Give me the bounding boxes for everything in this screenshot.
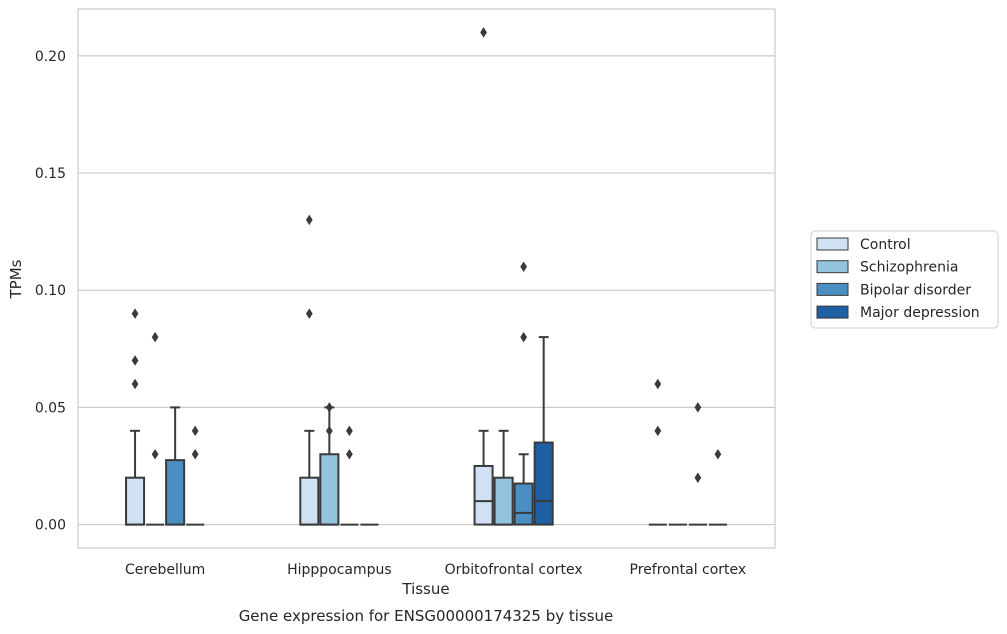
y-axis-ticks: 0.00 0.05 0.10 0.15 0.20 (35, 49, 66, 534)
box-major-depression (708, 449, 727, 526)
outlier-point (191, 425, 199, 437)
y-tick-label: 0.05 (35, 400, 66, 416)
outlier-point (131, 308, 139, 319)
outlier-point (714, 449, 722, 460)
box-schizophrenia (146, 331, 165, 526)
box-body (165, 459, 186, 526)
outlier-point (480, 27, 487, 38)
legend-swatch (816, 282, 849, 296)
legend-swatch (816, 237, 849, 251)
legend-label: Major depression (860, 305, 980, 321)
outlier-point (654, 378, 662, 390)
outlier-point (151, 331, 159, 343)
y-tick-label: 0.20 (35, 49, 66, 65)
x-axis-ticks: Cerebellum Hipppocampus Orbitofrontal cort… (125, 562, 746, 578)
outlier-point (520, 261, 528, 273)
x-axis-label: Tissue (401, 580, 449, 598)
outlier-point (151, 449, 159, 460)
box-body (125, 476, 146, 526)
box-major-depression (186, 425, 205, 526)
legend-swatch (816, 260, 849, 274)
outlier-point (325, 402, 333, 413)
box-major-depression (533, 336, 554, 526)
outlier-point (346, 425, 353, 437)
box-body (299, 476, 320, 526)
x-tick-label: Prefrontal cortex (630, 562, 747, 578)
outlier-point (694, 402, 702, 413)
outlier-point (654, 425, 662, 437)
box-control (473, 27, 494, 526)
outlier-point (520, 331, 528, 343)
box-schizophrenia (319, 402, 340, 526)
boxes (125, 27, 727, 526)
legend-label: Schizophrenia (860, 260, 958, 276)
chart-caption: Gene expression for ENSG00000174325 by t… (239, 607, 614, 625)
y-tick-label: 0.10 (35, 283, 66, 299)
y-tick-label: 0.15 (35, 166, 66, 182)
outlier-point (305, 308, 313, 319)
outlier-point (694, 472, 702, 483)
y-axis-label: TPMs (7, 259, 25, 299)
x-tick-label: Cerebellum (125, 562, 205, 578)
box-body (513, 482, 534, 526)
box-bipolar-disorder (513, 261, 534, 526)
y-tick-label: 0.00 (35, 518, 66, 534)
box-schizophrenia (493, 429, 514, 526)
box-bipolar-disorder (340, 425, 359, 526)
box-body (533, 441, 554, 526)
legend-label: Control (860, 237, 911, 253)
outlier-point (346, 449, 353, 460)
outlier-point (305, 214, 313, 226)
outlier-point (191, 449, 199, 460)
legend: Control Schizophrenia Bipolar disorder Majo… (810, 230, 999, 329)
box-control (648, 378, 667, 526)
x-tick-label: Hipppocampus (287, 562, 392, 578)
outlier-point (325, 425, 333, 437)
outlier-point (131, 355, 139, 366)
legend-swatch (816, 305, 849, 319)
outlier-point (131, 378, 139, 390)
box-control (299, 214, 320, 526)
box-bipolar-disorder (688, 402, 707, 526)
legend-label: Bipolar disorder (860, 282, 971, 298)
legend-frame (810, 230, 999, 329)
plot-area (77, 8, 776, 549)
x-tick-label: Orbitofrontal cortex (445, 562, 583, 578)
box-body (319, 453, 340, 526)
box-body (473, 464, 494, 526)
gridlines (78, 55, 775, 526)
box-control (125, 308, 146, 526)
box-bipolar-disorder (165, 406, 186, 526)
box-body (493, 476, 514, 526)
